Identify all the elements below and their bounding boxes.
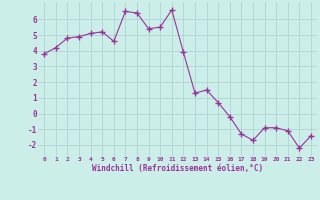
X-axis label: Windchill (Refroidissement éolien,°C): Windchill (Refroidissement éolien,°C) (92, 164, 263, 173)
